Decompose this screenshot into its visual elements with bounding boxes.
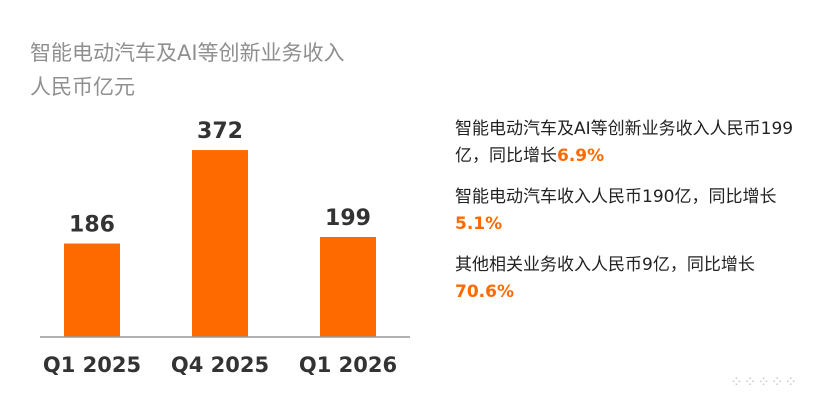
note-item-ev: 智能电动汽车收入人民币190亿，同比增长 5.1% — [455, 184, 800, 238]
chart-title: 智能电动汽车及AI等创新业务收入 人民币亿元 — [30, 36, 345, 104]
chart-unit-label: 人民币亿元 — [30, 75, 135, 99]
x-tick-label: Q1 2025 — [43, 353, 141, 377]
note-text: 其他相关业务收入人民币9亿，同比增长 — [455, 255, 755, 275]
bar-chart: 186 Q1 2025 372 Q4 2025 199 Q1 2026 — [40, 119, 410, 377]
note-growth-value: 6.9% — [557, 146, 605, 166]
note-growth-value: 70.6% — [455, 282, 514, 302]
note-item-total: 智能电动汽车及AI等创新业务收入人民币199亿，同比增长6.9% — [455, 116, 800, 170]
bar-value-label: 186 — [69, 213, 115, 238]
note-text: 智能电动汽车收入人民币190亿，同比增长 — [455, 187, 777, 207]
note-growth-value: 5.1% — [455, 214, 503, 234]
chart-title-line-1: 智能电动汽车及AI等创新业务收入 — [30, 41, 345, 65]
bar-value-label: 199 — [325, 206, 371, 231]
bar-q1-2026 — [320, 236, 376, 337]
dots-icon: ⁘⁘⁘⁘⁘ — [730, 373, 798, 391]
note-text: 智能电动汽车及AI等创新业务收入人民币199亿，同比增长 — [455, 119, 794, 166]
x-tick-label: Q1 2026 — [299, 353, 397, 377]
notes-panel: 智能电动汽车及AI等创新业务收入人民币199亿，同比增长6.9% 智能电动汽车收… — [455, 116, 800, 320]
bar-q1-2025 — [64, 243, 120, 337]
x-tick-label: Q4 2025 — [171, 353, 269, 377]
note-item-other: 其他相关业务收入人民币9亿，同比增长 70.6% — [455, 252, 800, 306]
bar-value-label: 372 — [197, 119, 243, 144]
bar-q4-2025 — [192, 150, 248, 337]
